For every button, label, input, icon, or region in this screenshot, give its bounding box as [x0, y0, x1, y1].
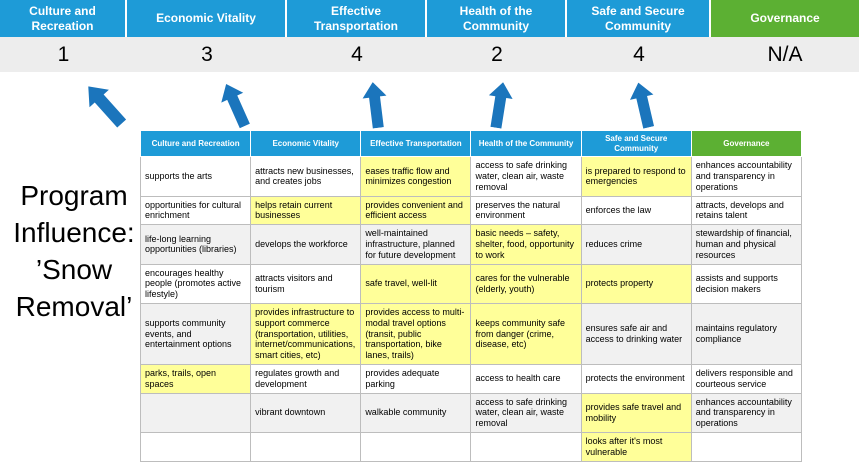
matrix-cell-highlighted: eases traffic flow and minimizes congest…	[360, 156, 472, 197]
scorecard-header-effective-transportation: Effective Transportation	[287, 0, 427, 37]
scorecard-header-safe-and-secure-community: Safe and Secure Community	[567, 0, 711, 37]
matrix-cell	[470, 431, 582, 462]
matrix-cell-highlighted: provides infrastructure to support comme…	[250, 302, 362, 365]
score-value-effective-transportation: 4	[351, 42, 363, 66]
matrix-cell-highlighted: provides convenient and efficient access	[360, 195, 472, 226]
scorecard-header-row: Culture and Recreation Economic Vitality E…	[0, 0, 859, 37]
scorecard-header-culture-and-recreation: Culture and Recreation	[0, 0, 127, 37]
up-arrow-icon-2	[221, 83, 250, 129]
matrix-header-safe-and-secure-community: Safe and Secure Community	[580, 129, 692, 158]
matrix-cell: enhances accountability and transparency…	[690, 392, 803, 433]
matrix-cell: life-long learning opportunities (librar…	[139, 224, 252, 265]
matrix-body: supports the arts attracts new businesses…	[139, 156, 803, 462]
program-influence-label: Program Influence: ’Snow Removal’	[13, 180, 135, 322]
score-value-safe-and-secure-community: 4	[633, 42, 645, 66]
matrix-cell: access to safe drinking water, clean air…	[470, 156, 582, 197]
up-arrow-icon-4	[488, 82, 513, 129]
score-value-culture-and-recreation: 1	[57, 42, 70, 66]
matrix-header-effective-transportation: Effective Transportation	[360, 129, 472, 158]
matrix-cell: encourages healthy people (promotes acti…	[139, 263, 252, 304]
matrix-cell: supports the arts	[139, 156, 252, 197]
matrix-cell-highlighted: protects property	[580, 263, 692, 304]
matrix-cell: attracts new businesses, and creates job…	[250, 156, 362, 197]
matrix-cell-highlighted: safe travel, well-lit	[360, 263, 472, 304]
matrix-header-governance: Governance	[690, 129, 803, 158]
matrix-cell: attracts visitors and tourism	[250, 263, 362, 304]
matrix-cell	[139, 431, 252, 462]
matrix-cell: preserves the natural environment	[470, 195, 582, 226]
score-value-health-of-the-community: 2	[491, 42, 503, 66]
matrix-row: opportunities for cultural enrichment hel…	[139, 195, 803, 226]
matrix-cell: provides adequate parking	[360, 363, 472, 394]
matrix-cell: access to health care	[470, 363, 582, 394]
matrix-cell: delivers responsible and courteous servi…	[690, 363, 803, 394]
matrix-cell: well-maintained infrastructure, planned …	[360, 224, 472, 265]
matrix-cell-highlighted: keeps community safe from danger (crime,…	[470, 302, 582, 365]
score-row: 1 3 4 2 4 N/A	[0, 37, 859, 72]
matrix-cell: maintains regulatory compliance	[690, 302, 803, 365]
matrix-cell	[250, 431, 362, 462]
matrix-cell-highlighted: parks, trails, open spaces	[139, 363, 252, 394]
matrix-cell	[139, 392, 252, 433]
score-value-economic-vitality: 3	[201, 42, 213, 66]
scorecard-header-economic-vitality: Economic Vitality	[127, 0, 287, 37]
matrix-row: supports community events, and entertain…	[139, 302, 803, 365]
matrix-cell: stewardship of financial, human and phys…	[690, 224, 803, 265]
matrix-cell: protects the environment	[580, 363, 692, 394]
matrix-cell: enhances accountability and transparency…	[690, 156, 803, 197]
matrix-row: supports the arts attracts new businesses…	[139, 156, 803, 197]
matrix-cell: vibrant downtown	[250, 392, 362, 433]
matrix-cell-highlighted: looks after it's most vulnerable	[580, 431, 692, 462]
matrix-row: looks after it's most vulnerable	[139, 431, 803, 462]
matrix-row: encourages healthy people (promotes acti…	[139, 263, 803, 304]
up-arrow-icon-3	[362, 82, 387, 129]
matrix-header-culture-and-recreation: Culture and Recreation	[139, 129, 252, 158]
matrix-cell: enforces the law	[580, 195, 692, 226]
matrix-header-row: Culture and Recreation Economic Vitality E…	[139, 129, 803, 158]
matrix-cell: supports community events, and entertain…	[139, 302, 252, 365]
matrix-cell: develops the workforce	[250, 224, 362, 265]
matrix-cell-highlighted: is prepared to respond to emergencies	[580, 156, 692, 197]
matrix-cell: attracts, develops and retains talent	[690, 195, 803, 226]
matrix-cell	[360, 431, 472, 462]
up-arrow-icon-5	[630, 82, 655, 129]
matrix-cell: walkable community	[360, 392, 472, 433]
score-value-governance: N/A	[767, 42, 803, 66]
scorecard-header-health-of-the-community: Health of the Community	[427, 0, 567, 37]
matrix-row: parks, trails, open spaces regulates grow…	[139, 363, 803, 394]
matrix-cell-highlighted: cares for the vulnerable (elderly, youth…	[470, 263, 582, 304]
matrix-row: life-long learning opportunities (librar…	[139, 224, 803, 265]
matrix-cell-highlighted: provides safe travel and mobility	[580, 392, 692, 433]
matrix-cell-highlighted: helps retain current businesses	[250, 195, 362, 226]
matrix-cell: assists and supports decision makers	[690, 263, 803, 304]
up-arrow-icon-1	[88, 86, 127, 128]
matrix-cell-highlighted: provides access to multi-modal travel op…	[360, 302, 472, 365]
matrix-row: vibrant downtown walkable community access…	[139, 392, 803, 433]
scorecard-header-governance: Governance	[711, 0, 859, 37]
matrix-cell: access to safe drinking water, clean air…	[470, 392, 582, 433]
matrix-header-health-of-the-community: Health of the Community	[470, 129, 582, 158]
matrix-cell: reduces crime	[580, 224, 692, 265]
matrix-cell	[690, 431, 803, 462]
program-influence-matrix: Culture and Recreation Economic Vitality E…	[139, 129, 803, 462]
matrix-header-economic-vitality: Economic Vitality	[250, 129, 362, 158]
matrix-cell: opportunities for cultural enrichment	[139, 195, 252, 226]
matrix-cell-highlighted: basic needs – safety, shelter, food, opp…	[470, 224, 582, 265]
matrix-cell: ensures safe air and access to drinking …	[580, 302, 692, 365]
matrix-cell: regulates growth and development	[250, 363, 362, 394]
